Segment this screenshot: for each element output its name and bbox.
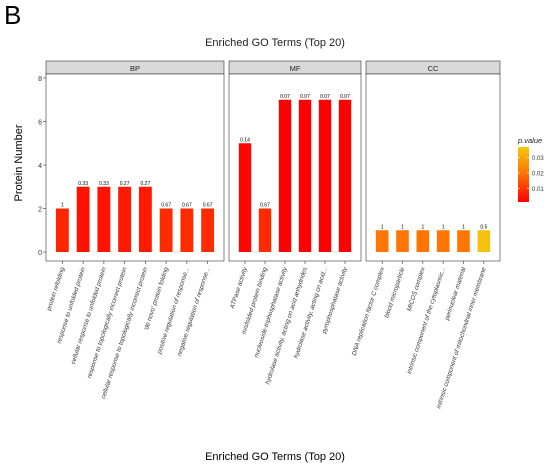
facet-strip-label: CC — [428, 64, 439, 73]
legend-tick-label: 0.02 — [532, 171, 544, 177]
bar-data-label: 0.67 — [182, 203, 192, 209]
legend: p.value 0.01 0.02 0.03 — [517, 136, 544, 202]
y-axis-label: Protein Number — [13, 124, 25, 201]
y-tick-label: 8 — [38, 76, 42, 83]
x-tick-label: blood microparticle — [383, 266, 406, 319]
bar-data-label: 0.07 — [280, 94, 290, 100]
legend-title: p.value — [517, 136, 542, 145]
bar — [375, 230, 389, 252]
bar-data-label: 0.27 — [120, 181, 130, 187]
bar-data-label: 0.67 — [203, 203, 213, 209]
x-tick-label: DNA replication factor C complex — [351, 266, 387, 357]
bar — [338, 99, 352, 252]
bar — [55, 208, 69, 252]
bar — [298, 99, 312, 252]
y-tick-label: 6 — [38, 120, 42, 127]
x-tick-label: ATPase activity — [229, 266, 249, 311]
bar — [238, 143, 252, 252]
bar-data-label: 1 — [421, 224, 424, 230]
bar-data-label: 0.07 — [340, 94, 350, 100]
bar — [457, 230, 470, 252]
facet-cc: CC 1 DNA replication factor C complex 1 bloo… — [351, 60, 501, 409]
bar — [97, 186, 111, 252]
bar-data-label: 0.5 — [480, 224, 487, 230]
bar — [138, 186, 152, 252]
bar-data-label: 1 — [462, 224, 465, 230]
bar — [477, 230, 491, 252]
x-axis-label: Enriched GO Terms (Top 20) — [205, 451, 345, 463]
y-tick-label: 2 — [38, 207, 42, 214]
bar-data-label: 0.67 — [161, 203, 171, 209]
bar — [278, 99, 292, 252]
x-tick-label: response to topologically incorrect prot… — [86, 266, 129, 379]
bar-data-label: 0.14 — [240, 137, 250, 143]
x-tick-label: intrinsic component of the cytoplasmic..… — [406, 266, 447, 374]
y-axis: 0 2 4 6 8 — [38, 76, 46, 257]
bar-data-label: 0.67 — [260, 203, 270, 209]
facet-panel — [45, 73, 225, 262]
facet-strip-label: BP — [130, 64, 140, 73]
bar — [436, 230, 450, 252]
legend-colorbar — [518, 147, 529, 202]
bar-data-label: 0.07 — [300, 94, 310, 100]
legend-tick-label: 0.01 — [532, 187, 544, 193]
x-tick-label: protein refolding — [45, 266, 66, 313]
facet-strip-label: MF — [290, 64, 301, 73]
bar — [159, 208, 173, 252]
x-tick-label: intrinsic component of mitochondrial inn… — [435, 266, 488, 409]
bar-data-label: 0.33 — [99, 181, 109, 187]
bar — [416, 230, 430, 252]
bar-data-label: 0.07 — [320, 94, 330, 100]
bar — [318, 99, 332, 252]
legend-tick-label: 0.03 — [532, 156, 544, 162]
x-tick-label: MICOS complex — [406, 266, 427, 313]
bar-data-label: 0.27 — [141, 181, 151, 187]
x-tick-label: perinuclear material — [443, 266, 467, 322]
bar-data-label: 1 — [401, 224, 404, 230]
bar — [118, 186, 132, 252]
bar — [180, 208, 194, 252]
bar-data-label: 1 — [442, 224, 445, 230]
bar — [201, 208, 215, 252]
bar — [258, 208, 272, 252]
bar — [76, 186, 90, 252]
y-tick-label: 0 — [38, 250, 42, 257]
panel-letter: B — [4, 0, 22, 30]
facet-panel — [365, 73, 501, 262]
y-tick-label: 4 — [38, 163, 42, 170]
bar-data-label: 0.33 — [78, 181, 88, 187]
chart-title: Enriched GO Terms (Top 20) — [205, 37, 345, 49]
bar-data-label: 1 — [381, 224, 384, 230]
bar-data-label: 1 — [61, 203, 64, 209]
bar — [396, 230, 409, 252]
